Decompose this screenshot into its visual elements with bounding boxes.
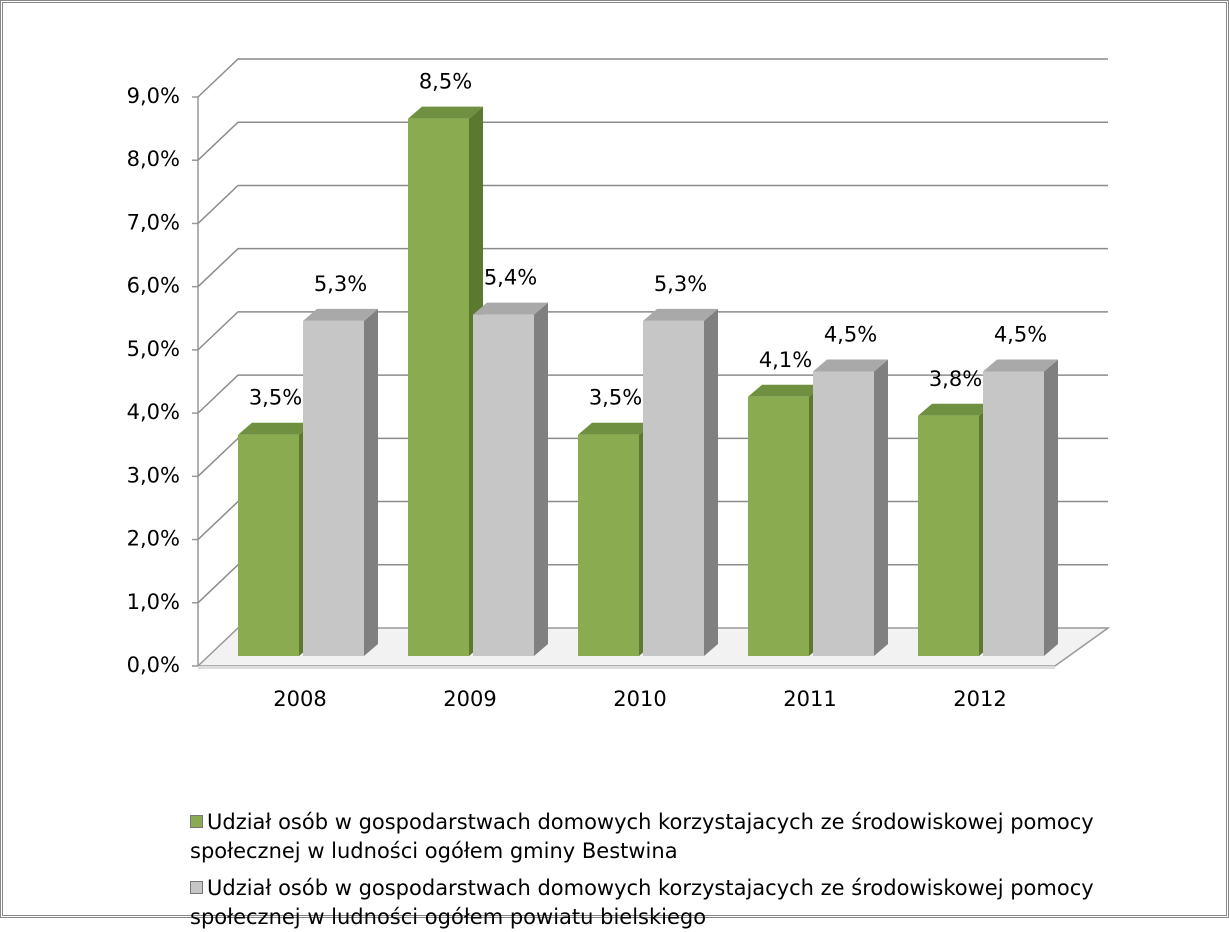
bar [748, 384, 823, 656]
bar-front [643, 320, 704, 656]
bar-side [1044, 359, 1058, 656]
bar-top [303, 308, 378, 321]
legend-label: Udział osób w gospodarstwach domowych ko… [190, 810, 1094, 863]
data-label: 4,5% [824, 323, 877, 347]
data-label: 5,3% [314, 272, 367, 296]
y-tick-label: 4,0% [127, 400, 180, 424]
bar [473, 302, 548, 656]
bar-top [918, 403, 993, 416]
data-label: 4,5% [994, 323, 1047, 347]
bar-front [918, 415, 979, 656]
bar [578, 422, 653, 656]
bar-front [238, 434, 299, 656]
bar-front [748, 396, 809, 656]
y-tick-label: 9,0% [127, 84, 180, 108]
y-tick-label: 5,0% [127, 337, 180, 361]
x-tick-label: 2008 [273, 687, 326, 711]
x-tick-label: 2012 [953, 687, 1006, 711]
bar-top [473, 302, 548, 315]
bar [303, 308, 378, 656]
bar-top [813, 359, 888, 372]
y-tick-label: 6,0% [127, 274, 180, 298]
bar [813, 359, 888, 656]
legend-item: Udział osób w gospodarstwach domowych ko… [190, 808, 1170, 866]
bar [238, 422, 313, 656]
bar-front [983, 371, 1044, 656]
bar-front [578, 434, 639, 656]
bar [643, 308, 718, 656]
bar-front [473, 314, 534, 656]
x-tick-label: 2010 [613, 687, 666, 711]
legend-item: Udział osób w gospodarstwach domowych ko… [190, 874, 1170, 932]
bar [408, 106, 483, 657]
data-label: 5,3% [654, 272, 707, 296]
y-tick-label: 1,0% [127, 590, 180, 614]
bar-front [813, 371, 874, 656]
bar-top [748, 384, 823, 397]
legend-swatch [190, 815, 203, 828]
bar-front [408, 118, 469, 657]
bar-side [364, 308, 378, 656]
grid-line [197, 121, 1108, 161]
legend-swatch [190, 881, 203, 894]
bar-top [408, 106, 483, 119]
y-tick-label: 8,0% [127, 147, 180, 171]
bar-top [643, 308, 718, 321]
data-label: 3,5% [249, 386, 302, 410]
grid-line [197, 311, 1108, 351]
bar-front [303, 320, 364, 656]
x-tick-label: 2011 [783, 687, 836, 711]
y-tick-label: 7,0% [127, 210, 180, 234]
bar [983, 359, 1058, 656]
data-label: 5,4% [484, 266, 537, 290]
data-label: 3,8% [929, 367, 982, 391]
legend-label: Udział osób w gospodarstwach domowych ko… [190, 876, 1094, 929]
bar-side [704, 308, 718, 656]
bar-top [983, 359, 1058, 372]
bar [918, 403, 993, 656]
floor-edge [198, 666, 1055, 669]
y-tick-label: 2,0% [127, 527, 180, 551]
data-label: 3,5% [589, 386, 642, 410]
x-tick-label: 2009 [443, 687, 496, 711]
bar-side [874, 359, 888, 656]
data-label: 8,5% [419, 70, 472, 94]
bar-top [238, 422, 313, 435]
y-tick-label: 3,0% [127, 463, 180, 487]
grid-line [197, 184, 1108, 224]
data-label: 4,1% [759, 348, 812, 372]
bar-top [578, 422, 653, 435]
bar-side [534, 302, 548, 656]
grid-line [197, 58, 1108, 98]
y-tick-label: 0,0% [127, 653, 180, 677]
grid-line [197, 247, 1108, 288]
